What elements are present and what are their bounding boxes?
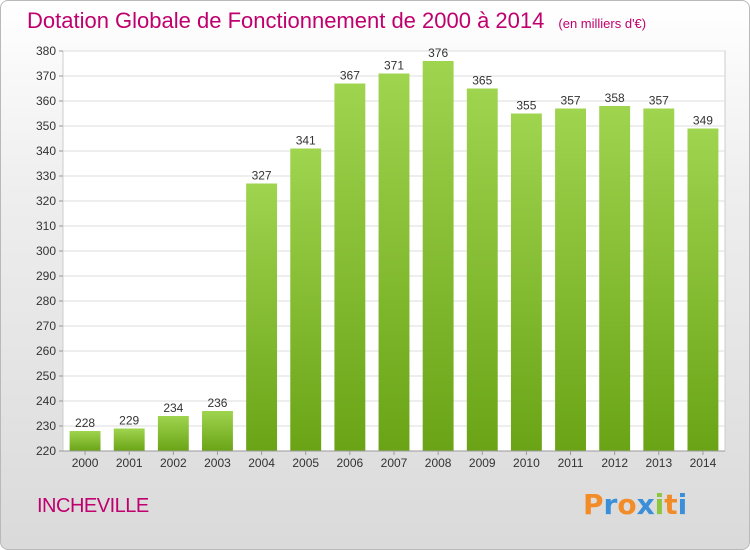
y-tick-label: 350	[36, 119, 56, 133]
logo-letter: i	[677, 488, 688, 521]
chart-title: Dotation Globale de Fonctionnement de 20…	[27, 8, 646, 34]
bar-2001	[113, 428, 145, 451]
x-tick-label: 2000	[72, 456, 99, 470]
bar-2008	[422, 61, 454, 451]
bar-2011	[555, 108, 586, 451]
logo-letter: i	[654, 488, 665, 521]
proxiti-logo: Proxiti	[583, 488, 687, 521]
y-tick-label: 260	[36, 344, 56, 358]
data-label: 234	[163, 401, 183, 415]
data-label: 367	[340, 69, 360, 83]
commune-name: INCHEVILLE	[37, 495, 149, 517]
bar-2005	[290, 148, 322, 451]
data-label: 355	[516, 99, 536, 113]
bar-2004	[246, 183, 278, 451]
y-tick-label: 240	[36, 394, 56, 408]
bar-2002	[157, 416, 189, 451]
y-axis: 220 230 240 250 260 270 280 290 300 310 320 330 340 3…	[36, 44, 63, 458]
y-tick-label: 370	[36, 69, 56, 83]
logo-letter: x	[636, 488, 655, 521]
y-tick-label: 320	[36, 194, 56, 208]
x-tick-label: 2006	[337, 456, 364, 470]
data-label: 358	[605, 91, 625, 105]
chart-subtitle: (en milliers d'€)	[558, 16, 647, 31]
y-tick-label: 250	[36, 369, 56, 383]
data-label: 376	[428, 46, 448, 60]
y-tick-label: 280	[36, 294, 56, 308]
chart-title-text: Dotation Globale de Fonctionnement de 20…	[27, 8, 545, 33]
bar-2007	[378, 73, 410, 451]
data-label: 327	[252, 169, 272, 183]
x-tick-label: 2007	[381, 456, 408, 470]
x-tick-label: 2003	[204, 456, 231, 470]
bar-2006	[334, 83, 366, 451]
bar-2010	[510, 113, 542, 451]
logo-letter: t	[664, 488, 678, 521]
y-tick-label: 340	[36, 144, 56, 158]
y-tick-label: 300	[36, 244, 56, 258]
x-tick-label: 2004	[248, 456, 275, 470]
bar-2000	[69, 431, 101, 451]
bar-2009	[466, 88, 498, 451]
bar-2013	[643, 108, 675, 451]
logo-letter: P	[583, 488, 604, 521]
data-label: 236	[207, 396, 227, 410]
data-label: 229	[119, 414, 139, 428]
x-tick-label: 2005	[292, 456, 319, 470]
data-label: 371	[384, 59, 404, 73]
y-tick-label: 310	[36, 219, 56, 233]
data-label: 341	[296, 134, 316, 148]
bar-2003	[202, 411, 233, 451]
y-tick-label: 330	[36, 169, 56, 183]
data-label: 349	[693, 114, 713, 128]
data-label: 357	[561, 94, 581, 108]
x-tick-label: 2001	[116, 456, 143, 470]
x-tick-label: 2014	[690, 456, 717, 470]
y-tick-label: 290	[36, 269, 56, 283]
x-axis: 2000 2001 2002 2003 2004 2005 2006 2007 2008 2009…	[63, 450, 725, 470]
x-tick-label: 2012	[601, 456, 628, 470]
data-label: 228	[75, 416, 95, 430]
bar-2014	[687, 128, 719, 451]
x-tick-label: 2013	[645, 456, 672, 470]
y-tick-label: 270	[36, 319, 56, 333]
y-tick-label: 360	[36, 94, 56, 108]
logo-letter: o	[617, 488, 637, 521]
x-tick-label: 2009	[469, 456, 496, 470]
y-tick-label: 380	[36, 44, 56, 58]
x-tick-label: 2008	[425, 456, 452, 470]
y-tick-label: 230	[36, 419, 56, 433]
bars: 228 229 234 236 327 341 367 371 376 365 355 357 358 3…	[69, 46, 719, 451]
x-tick-label: 2002	[160, 456, 187, 470]
x-tick-label: 2010	[513, 456, 540, 470]
x-tick-label: 2011	[558, 456, 584, 470]
data-label: 357	[649, 94, 669, 108]
logo-letter: r	[603, 488, 618, 521]
y-tick-label: 220	[36, 444, 56, 458]
data-label: 365	[472, 74, 492, 88]
bar-2012	[599, 106, 631, 451]
